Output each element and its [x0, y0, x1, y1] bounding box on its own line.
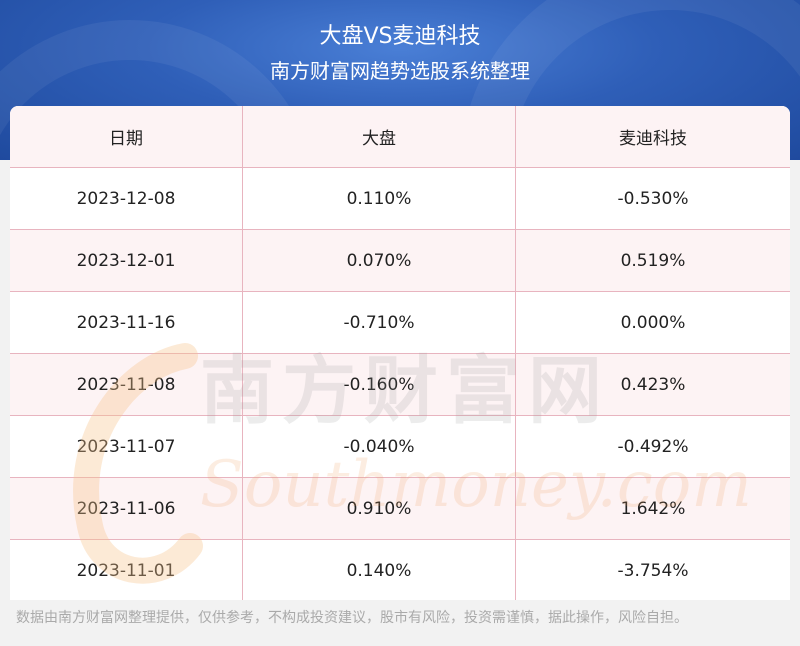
table-row: 2023-11-16 -0.710% 0.000%	[10, 292, 790, 354]
market-change-cell: 0.140%	[243, 540, 516, 600]
stock-change-cell: 0.000%	[620, 312, 686, 333]
column-header-stock: 麦迪科技	[619, 129, 687, 149]
date-cell: 2023-11-07	[10, 416, 243, 477]
table-row: 2023-12-08 0.110% -0.530%	[10, 168, 790, 230]
stock-change-cell: 0.519%	[620, 250, 686, 271]
stock-change-cell: 1.642%	[620, 498, 686, 519]
market-change-cell: -0.040%	[243, 416, 516, 477]
date-cell: 2023-12-08	[10, 168, 243, 229]
comparison-table: 日期 大盘 麦迪科技 2023-12-08 0.110% -0.530% 202…	[10, 106, 790, 600]
stock-change-cell: -3.754%	[617, 561, 689, 581]
market-change-cell: -0.710%	[243, 292, 516, 353]
stock-change-cell: -0.492%	[617, 436, 689, 457]
table-row: 2023-11-06 0.910% 1.642%	[10, 478, 790, 540]
date-cell: 2023-11-08	[10, 354, 243, 415]
column-header-market: 大盘	[243, 106, 516, 167]
page-title: 大盘VS麦迪科技	[319, 24, 481, 49]
market-change-cell: -0.160%	[243, 354, 516, 415]
table-row: 2023-11-01 0.140% -3.754%	[10, 540, 790, 600]
column-header-date: 日期	[10, 106, 243, 167]
date-cell: 2023-12-01	[10, 230, 243, 291]
disclaimer-text: 数据由南方财富网整理提供，仅供参考，不构成投资建议，股市有风险，投资需谨慎，据此…	[16, 610, 688, 626]
market-change-cell: 0.910%	[243, 478, 516, 539]
market-change-cell: 0.110%	[243, 168, 516, 229]
date-cell: 2023-11-16	[10, 292, 243, 353]
table-row: 2023-12-01 0.070% 0.519%	[10, 230, 790, 292]
date-cell: 2023-11-01	[10, 540, 243, 600]
stock-change-cell: -0.530%	[617, 188, 689, 209]
table-row: 2023-11-07 -0.040% -0.492%	[10, 416, 790, 478]
table-header-row: 日期 大盘 麦迪科技	[10, 106, 790, 168]
stock-change-cell: 0.423%	[620, 374, 686, 395]
date-cell: 2023-11-06	[10, 478, 243, 539]
page-subtitle: 南方财富网趋势选股系统整理	[270, 59, 530, 83]
market-change-cell: 0.070%	[243, 230, 516, 291]
table-row: 2023-11-08 -0.160% 0.423%	[10, 354, 790, 416]
